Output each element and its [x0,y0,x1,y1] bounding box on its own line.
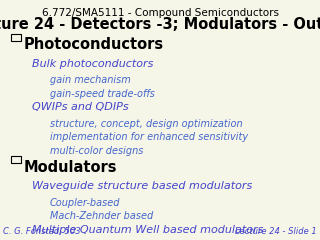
Text: Waveguide structure based modulators: Waveguide structure based modulators [32,181,252,192]
Text: Coupler-based: Coupler-based [50,198,120,208]
Text: gain-speed trade-offs: gain-speed trade-offs [50,89,155,99]
Text: implementation for enhanced sensitivity: implementation for enhanced sensitivity [50,132,248,143]
Text: Multiple Quantum Well based modulators: Multiple Quantum Well based modulators [32,225,263,235]
Text: Modulators: Modulators [24,160,117,175]
Text: multi-color designs: multi-color designs [50,146,143,156]
Text: Bulk photoconductors: Bulk photoconductors [32,59,153,69]
Text: QWIPs and QDIPs: QWIPs and QDIPs [32,102,129,113]
Text: Mach-Zehnder based: Mach-Zehnder based [50,211,153,222]
Text: Photoconductors: Photoconductors [24,37,164,52]
Text: structure, concept, design optimization: structure, concept, design optimization [50,119,242,129]
Text: Lecture 24 - Slide 1: Lecture 24 - Slide 1 [235,227,317,236]
Text: C. G. Fonstad, 503: C. G. Fonstad, 503 [3,227,81,236]
Text: gain mechanism: gain mechanism [50,75,130,85]
Text: 6.772/SMA5111 - Compound Semiconductors: 6.772/SMA5111 - Compound Semiconductors [42,8,278,18]
Text: Lecture 24 - Detectors -3; Modulators - Outline: Lecture 24 - Detectors -3; Modulators - … [0,17,320,32]
